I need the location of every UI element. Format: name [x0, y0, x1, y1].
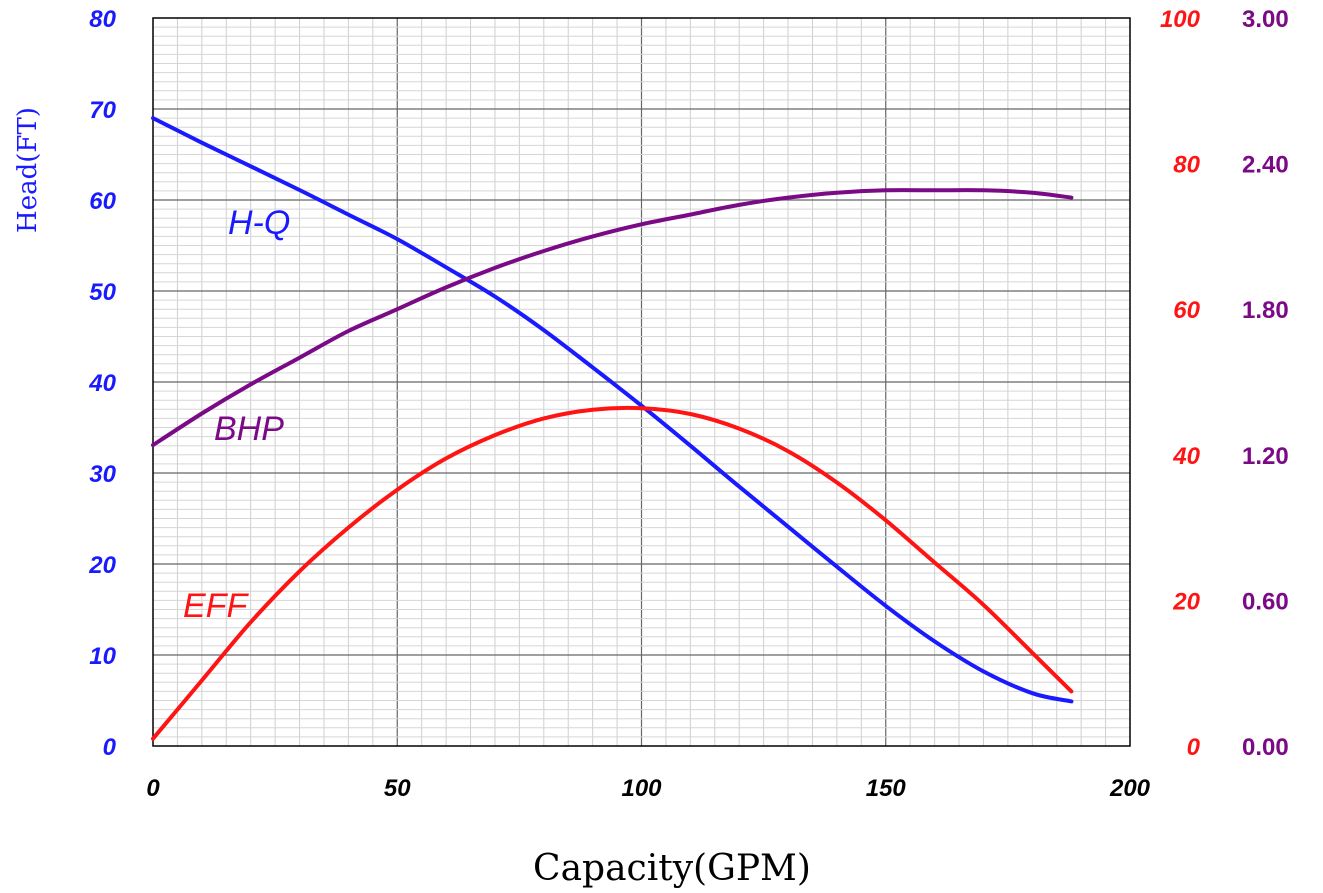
y2-tick-label: 20: [1172, 588, 1200, 615]
x-tick-label: 100: [621, 775, 662, 802]
y-tick-label: 0: [103, 734, 117, 761]
right-axis-eff-ticks: 0 20 40 60 80 100: [1160, 6, 1201, 761]
y-axis-title: Head(FT): [13, 107, 43, 233]
x-tick-label: 0: [146, 775, 160, 802]
label-eff: EFF: [183, 587, 249, 625]
y-tick-label: 50: [89, 279, 116, 306]
y3-tick-label: 0.00: [1242, 734, 1289, 761]
y3-tick-label: 1.20: [1242, 443, 1289, 470]
left-axis-ticks: 0 10 20 30 40 50 60 70 80: [88, 6, 116, 761]
y3-tick-label: 3.00: [1242, 6, 1289, 33]
y3-tick-label: 0.60: [1242, 588, 1289, 615]
x-axis-ticks: 0 50 100 150 200: [146, 775, 1150, 802]
x-tick-label: 150: [866, 775, 907, 802]
curve-eff: [151, 405, 1074, 741]
y2-tick-label: 0: [1187, 734, 1201, 761]
y-tick-label: 30: [89, 461, 116, 488]
y2-tick-label: 100: [1160, 6, 1201, 33]
y-tick-label: 10: [89, 643, 116, 670]
y3-tick-label: 1.80: [1242, 297, 1289, 324]
grid: [153, 18, 1130, 746]
curve-bhp: [151, 188, 1074, 448]
x-axis-title: Capacity(GPM): [533, 848, 811, 889]
y-tick-label: 60: [89, 188, 116, 215]
y3-tick-label: 2.40: [1242, 152, 1289, 179]
label-hq: H-Q: [228, 204, 290, 242]
right-axis-bhp-ticks: 0.00 0.60 1.20 1.80 2.40 3.00: [1242, 6, 1289, 761]
plot-frame: [152, 17, 1131, 747]
curves: [151, 116, 1074, 741]
y-tick-label: 70: [89, 97, 116, 124]
y-tick-label: 40: [88, 370, 116, 397]
label-bhp: BHP: [214, 410, 284, 448]
x-tick-label: 200: [1109, 775, 1151, 802]
x-tick-label: 50: [384, 775, 411, 802]
y2-tick-label: 60: [1173, 297, 1200, 324]
y2-tick-label: 80: [1173, 152, 1200, 179]
y-tick-label: 20: [88, 552, 116, 579]
y-tick-label: 80: [89, 6, 116, 33]
curve-hq: [151, 116, 1074, 704]
curve-labels: H-Q BHP EFF: [183, 204, 290, 625]
y2-tick-label: 40: [1172, 443, 1200, 470]
